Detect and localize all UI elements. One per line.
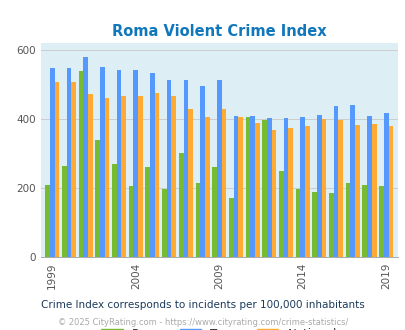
Bar <box>216 80 221 257</box>
Bar <box>245 116 249 257</box>
Bar <box>304 126 309 257</box>
Bar <box>104 98 109 257</box>
Bar <box>71 82 76 257</box>
Bar <box>266 118 271 257</box>
Bar <box>345 183 350 257</box>
Bar <box>278 171 283 257</box>
Bar <box>271 130 276 257</box>
Bar <box>154 93 159 257</box>
Bar <box>121 96 126 257</box>
Bar <box>300 117 304 257</box>
Legend: Roma, Texas, National: Roma, Texas, National <box>96 323 341 330</box>
Bar <box>79 71 83 257</box>
Bar <box>195 183 200 257</box>
Title: Roma Violent Crime Index: Roma Violent Crime Index <box>112 24 326 39</box>
Bar <box>188 109 192 257</box>
Bar <box>178 152 183 257</box>
Bar <box>88 94 92 257</box>
Bar <box>171 96 176 257</box>
Bar <box>350 105 354 257</box>
Bar <box>262 120 266 257</box>
Bar <box>333 106 338 257</box>
Bar <box>228 198 233 257</box>
Bar <box>316 115 321 257</box>
Bar <box>238 117 242 257</box>
Text: © 2025 CityRating.com - https://www.cityrating.com/crime-statistics/: © 2025 CityRating.com - https://www.city… <box>58 318 347 327</box>
Bar <box>249 115 254 257</box>
Bar <box>388 126 392 257</box>
Bar <box>133 70 138 257</box>
Bar <box>205 117 209 257</box>
Bar <box>128 186 133 257</box>
Bar <box>295 189 300 257</box>
Bar <box>95 140 100 257</box>
Bar <box>145 167 150 257</box>
Bar <box>233 115 238 257</box>
Text: Crime Index corresponds to incidents per 100,000 inhabitants: Crime Index corresponds to incidents per… <box>41 300 364 310</box>
Bar <box>112 164 117 257</box>
Bar <box>254 123 259 257</box>
Bar <box>183 80 188 257</box>
Bar <box>150 73 154 257</box>
Bar <box>166 80 171 257</box>
Bar <box>383 113 388 257</box>
Bar <box>66 68 71 257</box>
Bar <box>311 192 316 257</box>
Bar <box>117 70 121 257</box>
Bar <box>354 125 359 257</box>
Bar <box>162 189 166 257</box>
Bar <box>362 185 366 257</box>
Bar <box>378 186 383 257</box>
Bar <box>62 166 66 257</box>
Bar <box>50 68 55 257</box>
Bar <box>283 118 288 257</box>
Bar <box>200 86 205 257</box>
Bar <box>288 128 292 257</box>
Bar <box>371 124 375 257</box>
Bar <box>55 82 59 257</box>
Bar <box>366 116 371 257</box>
Bar <box>321 119 326 257</box>
Bar <box>221 109 226 257</box>
Bar <box>45 185 50 257</box>
Bar <box>138 96 143 257</box>
Bar <box>100 67 104 257</box>
Bar <box>338 120 342 257</box>
Bar <box>328 193 333 257</box>
Bar <box>83 57 88 257</box>
Bar <box>212 167 216 257</box>
